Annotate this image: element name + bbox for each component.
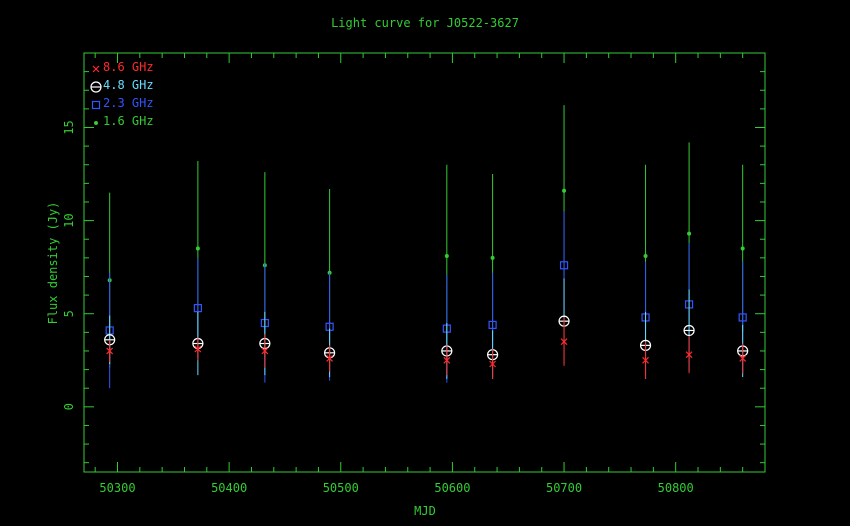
data-point-stroke <box>261 347 269 355</box>
data-point <box>562 188 567 193</box>
x-tick-label: 50600 <box>434 481 470 495</box>
x-tick-label: 50400 <box>211 481 247 495</box>
data-point-stroke <box>106 347 114 355</box>
legend-marker-stroke <box>92 65 100 73</box>
x-tick-label: 50800 <box>658 481 694 495</box>
chart-title: Light curve for J0522-3627 <box>331 16 519 30</box>
data-point <box>488 320 497 329</box>
data-point-stroke <box>489 360 497 368</box>
data-point-stroke <box>194 345 202 353</box>
legend-label: 1.6 GHz <box>103 114 154 128</box>
data-point-stroke <box>560 338 568 346</box>
plot-frame <box>83 52 766 473</box>
legend-label: 8.6 GHz <box>103 60 154 74</box>
data-point <box>559 261 569 270</box>
axis-ticks: 50300 50400 50500 50600 50700 50800 0 5 10 15 <box>62 53 766 495</box>
legend-label: 2.3 GHz <box>103 96 154 110</box>
legend-marker <box>91 100 101 110</box>
y-tick-label: 15 <box>62 120 76 134</box>
x-tick-label: 50700 <box>546 481 582 495</box>
data-point <box>643 253 648 258</box>
x-tick-label: 50500 <box>323 481 359 495</box>
data-point <box>490 255 495 260</box>
data-point-stroke <box>685 351 693 359</box>
y-tick-label: 5 <box>62 310 76 317</box>
series-8-6-ghz <box>106 317 747 379</box>
x-axis-label: MJD <box>414 504 436 518</box>
data-point <box>687 231 692 236</box>
data-point-stroke <box>326 354 334 362</box>
legend-marker <box>94 121 98 125</box>
y-axis-label: Flux density (Jy) <box>46 202 60 325</box>
y-tick-label: 10 <box>62 213 76 227</box>
legend: 8.6 GHz 4.8 GHz 2.3 GHz 1.6 GHz <box>90 60 154 128</box>
data-point-stroke <box>739 354 747 362</box>
x-tick-label: 50300 <box>99 481 135 495</box>
legend-label: 4.8 GHz <box>103 78 154 92</box>
data-point <box>740 246 745 251</box>
data-point <box>738 313 747 322</box>
y-tick-label: 0 <box>62 403 76 410</box>
data-point-stroke <box>642 356 649 364</box>
data-marks <box>104 105 749 389</box>
data-point-stroke <box>443 356 451 364</box>
data-point <box>193 304 202 313</box>
data-point <box>195 246 200 251</box>
data-point <box>444 253 449 258</box>
